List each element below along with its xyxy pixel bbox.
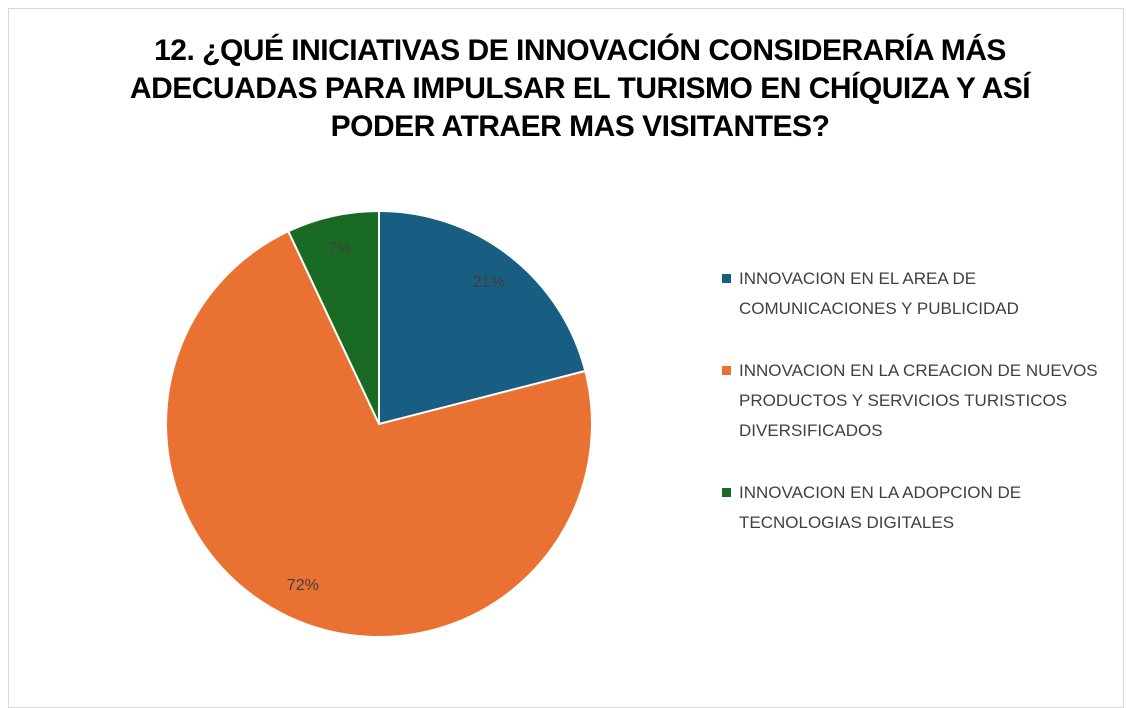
legend-marker — [722, 488, 731, 497]
legend: INNOVACION EN EL AREA DE COMUNICACIONES … — [722, 264, 1122, 570]
data-label: 7% — [328, 241, 351, 258]
data-label: 21% — [473, 274, 505, 291]
chart-title: 12. ¿QUÉ INICIATIVAS DE INNOVACIÓN CONSI… — [129, 34, 1031, 143]
legend-label: INNOVACION EN LA CREACION DE NUEVOS PROD… — [739, 361, 1098, 440]
legend-marker — [722, 274, 731, 283]
pie-slice — [286, 209, 380, 425]
legend-label: INNOVACION EN EL AREA DE COMUNICACIONES … — [739, 269, 1019, 318]
legend-entry: INNOVACION EN EL AREA DE COMUNICACIONES … — [722, 264, 1122, 324]
pie-slice — [165, 229, 593, 638]
legend-entry: INNOVACION EN LA CREACION DE NUEVOS PROD… — [722, 356, 1122, 446]
legend-marker — [722, 366, 731, 375]
pie-slice — [378, 209, 587, 426]
legend-entry: INNOVACION EN LA ADOPCION DE TECNOLOGIAS… — [722, 478, 1122, 538]
legend-label: INNOVACION EN LA ADOPCION DE TECNOLOGIAS… — [739, 483, 1022, 532]
data-label: 72% — [287, 577, 319, 594]
